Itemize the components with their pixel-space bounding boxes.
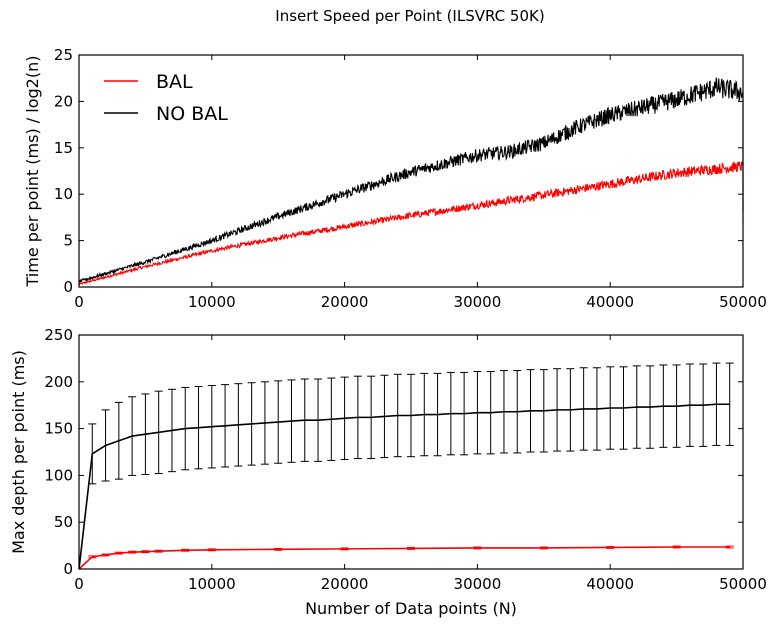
bottom-xlabel: Number of Data points (N) [305,599,517,618]
bottom-ytick-label: 250 [44,326,73,344]
bottom-ylabel: Max depth per point (ms) [9,350,28,554]
legend: BAL NO BAL [104,71,228,125]
top-xtick-label: 30000 [454,293,502,311]
bottom-series-no-bal [78,403,730,570]
top-ylabel: Time per point (ms) / log2(n) [23,56,42,288]
bottom-xtick-label: 10000 [188,575,236,593]
top-ticks: 0 10000 20000 30000 40000 50000 0 5 10 15 20 25 [54,46,767,311]
top-ytick-label: 10 [54,185,73,203]
bottom-ytick-label: 100 [44,466,73,484]
top-frame [78,54,744,288]
bottom-xtick-label: 0 [74,575,84,593]
bottom-panel: 0 10000 20000 30000 40000 50000 0 50 100 150 200 25… [9,326,767,618]
bottom-ytick-label: 0 [63,560,73,578]
bottom-xtick-label: 50000 [719,575,767,593]
top-panel: 0 10000 20000 30000 40000 50000 0 5 10 15 20 25 Tim… [23,46,767,311]
top-ytick-label: 15 [54,139,73,157]
top-xtick-label: 40000 [586,293,634,311]
top-xtick-label: 0 [74,293,84,311]
bottom-frame [78,334,744,570]
top-series-layer [78,77,744,286]
top-series-no-bal [78,77,744,283]
top-xtick-label: 50000 [719,293,767,311]
top-xtick-label: 10000 [188,293,236,311]
bottom-ytick-label: 200 [44,373,73,391]
top-series-bal [78,160,744,286]
top-ytick-label: 5 [63,232,73,250]
bottom-series-bal-group [78,545,734,570]
bottom-ticks: 0 10000 20000 30000 40000 50000 0 50 100 150 200 25… [44,326,767,593]
bottom-ytick-label: 150 [44,420,73,438]
top-ytick-label: 25 [54,46,73,64]
bottom-xtick-label: 30000 [454,575,502,593]
top-xtick-label: 20000 [321,293,369,311]
chart-title: Insert Speed per Point (ILSVRC 50K) [275,7,544,25]
top-ytick-label: 0 [63,278,73,296]
bottom-xtick-label: 20000 [321,575,369,593]
bottom-ytick-label: 50 [54,513,73,531]
legend-label-no-bal: NO BAL [156,103,228,125]
bottom-xtick-label: 40000 [586,575,634,593]
bottom-series-layer [78,362,734,570]
top-ytick-label: 20 [54,92,73,110]
bottom-series-no-bal-group [78,362,734,570]
legend-label-bal: BAL [156,71,193,93]
